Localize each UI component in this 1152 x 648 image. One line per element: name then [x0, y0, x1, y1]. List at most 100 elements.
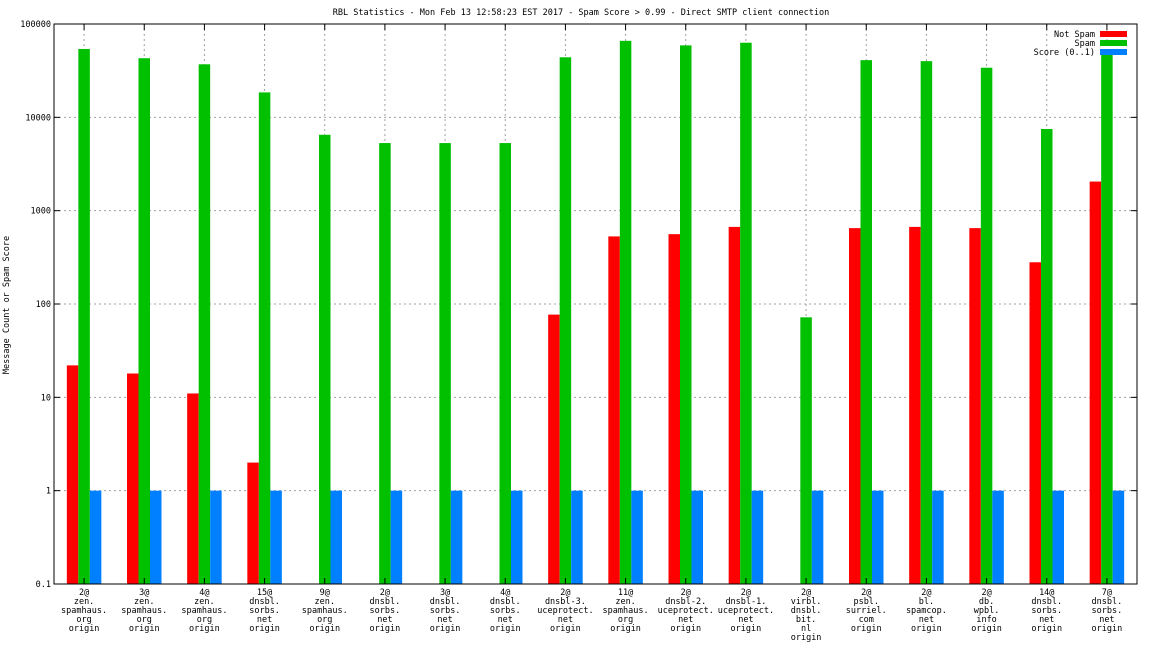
- x-tick-label-line: db.: [979, 597, 994, 607]
- bar-spam: [680, 45, 692, 584]
- x-tick-label-line: org: [197, 615, 212, 625]
- bar-score-0-1: [330, 490, 342, 584]
- x-tick-label-line: sorbs.: [1031, 606, 1062, 616]
- bar-score-0-1: [691, 490, 703, 584]
- x-tick-label-line: spamhaus.: [181, 606, 227, 616]
- bar-not-spam: [187, 393, 199, 584]
- bar-spam: [800, 317, 812, 584]
- x-tick-label-line: dnsbl-2.: [665, 597, 706, 607]
- x-tick-label-line: org: [137, 615, 152, 625]
- x-tick-label-line: 11@: [618, 588, 633, 598]
- bar-not-spam: [66, 365, 79, 584]
- bar-not-spam: [608, 236, 620, 584]
- legend-swatch: [1100, 40, 1127, 46]
- x-tick-label-line: origin: [249, 624, 280, 634]
- x-tick-label-line: org: [76, 615, 91, 625]
- x-tick-label-line: origin: [610, 624, 641, 634]
- bar-spam: [78, 48, 90, 585]
- x-tick-label-line: spamhaus.: [302, 606, 348, 616]
- bar-score-0-1: [89, 490, 102, 584]
- x-tick-label-line: net: [919, 615, 934, 625]
- x-tick-label-line: 2@: [741, 588, 751, 598]
- x-tick-label-line: origin: [791, 633, 822, 643]
- x-tick-label-line: dnsbl.: [430, 597, 461, 607]
- x-tick-label-line: 3@: [139, 588, 149, 598]
- bar-not-spam: [127, 373, 139, 584]
- y-tick-label: 100: [36, 300, 51, 310]
- x-tick-label-line: bl.: [919, 597, 934, 607]
- bar-spam: [1101, 49, 1113, 584]
- x-tick-label-line: dnsbl.: [490, 597, 521, 607]
- bar-spam: [740, 42, 752, 585]
- x-tick-label-line: origin: [129, 624, 160, 634]
- x-tick-label-line: surriel.: [846, 606, 887, 616]
- x-tick-label-line: spamhaus.: [603, 606, 649, 616]
- x-tick-label-line: spamcop.: [906, 606, 947, 616]
- legend-label: Spam: [1075, 39, 1095, 49]
- x-tick-label: 3@ dnsbl. sorbs. net origin: [430, 588, 461, 634]
- bars: [66, 40, 1125, 585]
- x-tick-label-line: zen.: [74, 597, 94, 607]
- x-tick-label-line: origin: [1092, 624, 1123, 634]
- x-tick-label-line: sorbs.: [430, 606, 461, 616]
- bar-not-spam: [849, 228, 861, 584]
- bar-not-spam: [247, 462, 259, 584]
- legend-label: Not Spam: [1054, 30, 1095, 40]
- x-tick-label: 2@ virbl. dnsbl. bit. nl origin: [791, 588, 822, 643]
- x-tick-label-line: dnsbl.: [1092, 597, 1123, 607]
- x-tick-label-line: net: [257, 615, 272, 625]
- x-tick-label-line: origin: [430, 624, 461, 634]
- x-tick-label-line: 3@: [440, 588, 450, 598]
- x-tick-label-line: net: [738, 615, 753, 625]
- x-tick-label-line: origin: [670, 624, 701, 634]
- x-tick-label-line: dnsbl.: [370, 597, 401, 607]
- x-tick-label: 2@ dnsbl-1. uceprotect. net origin: [718, 588, 774, 634]
- x-tick-label-line: uceprotect.: [718, 606, 774, 616]
- x-tick-label-line: zen.: [134, 597, 154, 607]
- legend-swatch: [1100, 31, 1127, 37]
- bar-not-spam: [909, 226, 921, 584]
- bar-score-0-1: [571, 490, 583, 584]
- x-tick-label-line: 2@: [380, 588, 390, 598]
- bar-spam: [319, 134, 331, 585]
- bar-score-0-1: [270, 490, 282, 584]
- x-tick-label-line: net: [377, 615, 392, 625]
- y-tick-label: 10: [41, 393, 51, 403]
- x-tick-label: 2@ dnsbl. sorbs. net origin: [370, 588, 401, 634]
- x-tick-label-line: 2@: [560, 588, 570, 598]
- x-tick-label-line: origin: [370, 624, 401, 634]
- x-tick-label-line: 2@: [921, 588, 931, 598]
- bar-spam: [860, 60, 872, 584]
- axes: [53, 23, 1138, 585]
- y-tick-label: 1000: [31, 207, 51, 217]
- bar-score-0-1: [390, 490, 403, 584]
- x-tick-label-line: spamhaus.: [121, 606, 167, 616]
- x-tick-label-line: zen.: [194, 597, 214, 607]
- x-tick-label-line: spamhaus.: [61, 606, 107, 616]
- x-tick-label: 2@ dnsbl-3. uceprotect. net origin: [537, 588, 593, 634]
- x-tick-label-line: sorbs.: [370, 606, 401, 616]
- bar-spam: [499, 143, 511, 585]
- bar-spam: [619, 40, 632, 584]
- x-tick-label-line: origin: [851, 624, 882, 634]
- x-tick-label-line: origin: [911, 624, 942, 634]
- x-tick-label: 14@ dnsbl. sorbs. net origin: [1031, 588, 1062, 634]
- bar-not-spam: [1089, 181, 1102, 584]
- x-tick-label-line: 4@: [500, 588, 510, 598]
- bar-score-0-1: [1112, 490, 1125, 584]
- x-tick-label-line: sorbs.: [490, 606, 521, 616]
- bar-spam: [980, 67, 993, 584]
- x-tick-label-line: org: [618, 615, 633, 625]
- x-tick-label: 15@ dnsbl. sorbs. net origin: [249, 588, 280, 634]
- bar-not-spam: [548, 314, 560, 584]
- y-tick-label: 100000: [20, 20, 51, 30]
- x-tick-label: 4@ zen. spamhaus. org origin: [181, 588, 227, 634]
- x-tick-label: 2@ psbl. surriel. com origin: [846, 588, 887, 634]
- bar-score-0-1: [210, 490, 222, 584]
- x-tick-label-line: net: [498, 615, 513, 625]
- x-tick-label-line: nl: [801, 624, 811, 634]
- x-tick-label-line: net: [558, 615, 573, 625]
- bar-score-0-1: [511, 490, 523, 584]
- bar-spam: [138, 58, 150, 585]
